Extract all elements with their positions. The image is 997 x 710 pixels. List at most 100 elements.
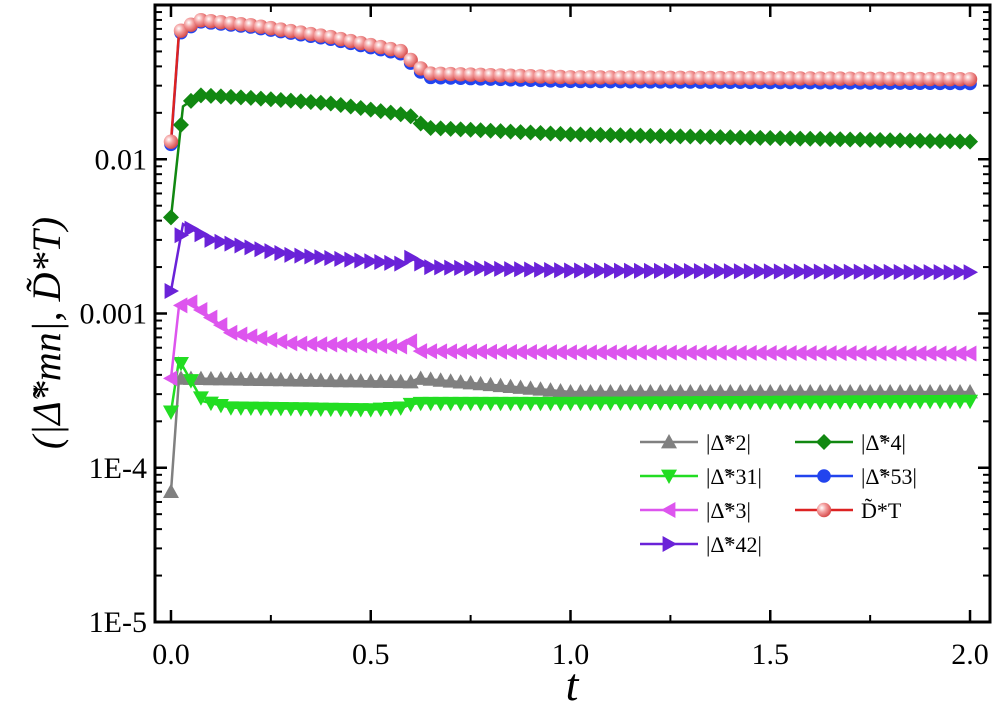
x-axis-title: t	[566, 659, 580, 710]
series-marker	[522, 124, 539, 141]
series-marker	[672, 128, 689, 145]
series-marker	[572, 344, 587, 361]
series-marker	[422, 343, 438, 360]
series-marker	[612, 344, 627, 361]
series-marker	[842, 71, 858, 86]
series-marker	[402, 333, 418, 350]
series-marker	[872, 345, 887, 362]
series-marker	[284, 246, 299, 263]
series-marker	[703, 263, 719, 280]
series-marker	[304, 248, 319, 265]
series-marker	[502, 343, 517, 360]
series-marker	[502, 123, 519, 140]
x-tick-label: 2.0	[951, 638, 989, 671]
series-marker	[584, 262, 599, 279]
series-marker	[782, 345, 797, 362]
series-marker	[282, 92, 299, 109]
series-marker	[484, 260, 499, 277]
series-marker	[552, 344, 567, 361]
series-marker	[412, 343, 428, 360]
series-marker	[742, 129, 759, 146]
series-marker	[232, 371, 249, 386]
series-marker	[232, 326, 248, 343]
legend-entry-6: D̃*T	[795, 498, 902, 523]
series-marker	[362, 373, 379, 388]
series-marker	[792, 395, 809, 411]
series-marker	[624, 262, 639, 279]
series-marker	[762, 130, 779, 147]
series-marker	[493, 68, 508, 83]
series-marker	[803, 263, 819, 280]
series-marker	[492, 377, 509, 393]
series-marker	[592, 396, 609, 412]
series-marker	[292, 335, 308, 352]
series-marker	[452, 374, 469, 389]
series-marker	[962, 345, 977, 362]
series-marker	[162, 405, 179, 420]
series-marker	[782, 395, 799, 411]
series-marker	[222, 88, 239, 105]
series-marker	[172, 116, 189, 133]
series-marker	[673, 262, 689, 279]
series-marker	[862, 131, 879, 148]
legend-marker	[662, 536, 677, 552]
series-marker	[522, 344, 537, 361]
series-marker	[822, 395, 839, 410]
series-marker	[813, 263, 829, 280]
series-marker	[392, 373, 409, 389]
series-marker	[174, 227, 189, 244]
series-marker	[202, 87, 219, 104]
series-marker	[702, 128, 719, 145]
series-marker	[274, 244, 289, 261]
series-marker	[644, 262, 659, 279]
series-marker	[212, 370, 229, 386]
series-marker	[932, 345, 947, 362]
series-marker	[452, 121, 469, 138]
series-marker	[933, 264, 949, 281]
y-tick-label: 1E-4	[89, 452, 147, 485]
series-marker	[382, 373, 399, 389]
series-marker	[324, 250, 339, 267]
series-marker	[352, 337, 368, 354]
series-marker	[862, 71, 878, 86]
series-marker	[474, 260, 489, 277]
series-marker	[354, 252, 369, 269]
series-marker	[282, 372, 299, 387]
y-tick-label: 1E-5	[89, 606, 147, 639]
series-marker	[752, 395, 769, 411]
series-marker	[912, 395, 929, 410]
series-marker	[612, 396, 629, 411]
series-marker	[462, 121, 479, 138]
series-marker	[553, 69, 568, 85]
series-marker	[652, 396, 669, 411]
series-marker	[242, 328, 258, 345]
series-marker	[194, 226, 209, 243]
series-marker	[372, 337, 388, 354]
series-marker	[902, 132, 919, 149]
series-marker	[953, 264, 969, 281]
series-marker	[763, 263, 779, 280]
series-marker	[822, 345, 837, 362]
series-marker	[813, 71, 828, 86]
series-marker	[594, 262, 609, 279]
series-marker	[943, 264, 959, 281]
series-marker	[653, 70, 668, 85]
series-marker	[652, 344, 667, 361]
series-marker	[533, 69, 548, 84]
series-marker	[682, 344, 697, 361]
series-marker	[822, 131, 839, 148]
series-marker	[832, 131, 849, 148]
series-marker	[212, 88, 229, 105]
series-marker	[723, 70, 738, 86]
series-marker	[893, 263, 909, 280]
series-marker	[422, 371, 439, 386]
legend-entry-5: |Δ̃*53|	[795, 464, 917, 489]
series-marker	[642, 344, 657, 361]
legend-entry-3: |Δ̃*42|	[640, 532, 762, 557]
series-marker	[404, 249, 419, 266]
series-marker	[242, 89, 259, 106]
series-6	[163, 12, 978, 149]
x-tick-label: 1.5	[752, 638, 790, 671]
series-marker	[272, 371, 289, 387]
x-tick-label: 1.0	[552, 638, 590, 671]
